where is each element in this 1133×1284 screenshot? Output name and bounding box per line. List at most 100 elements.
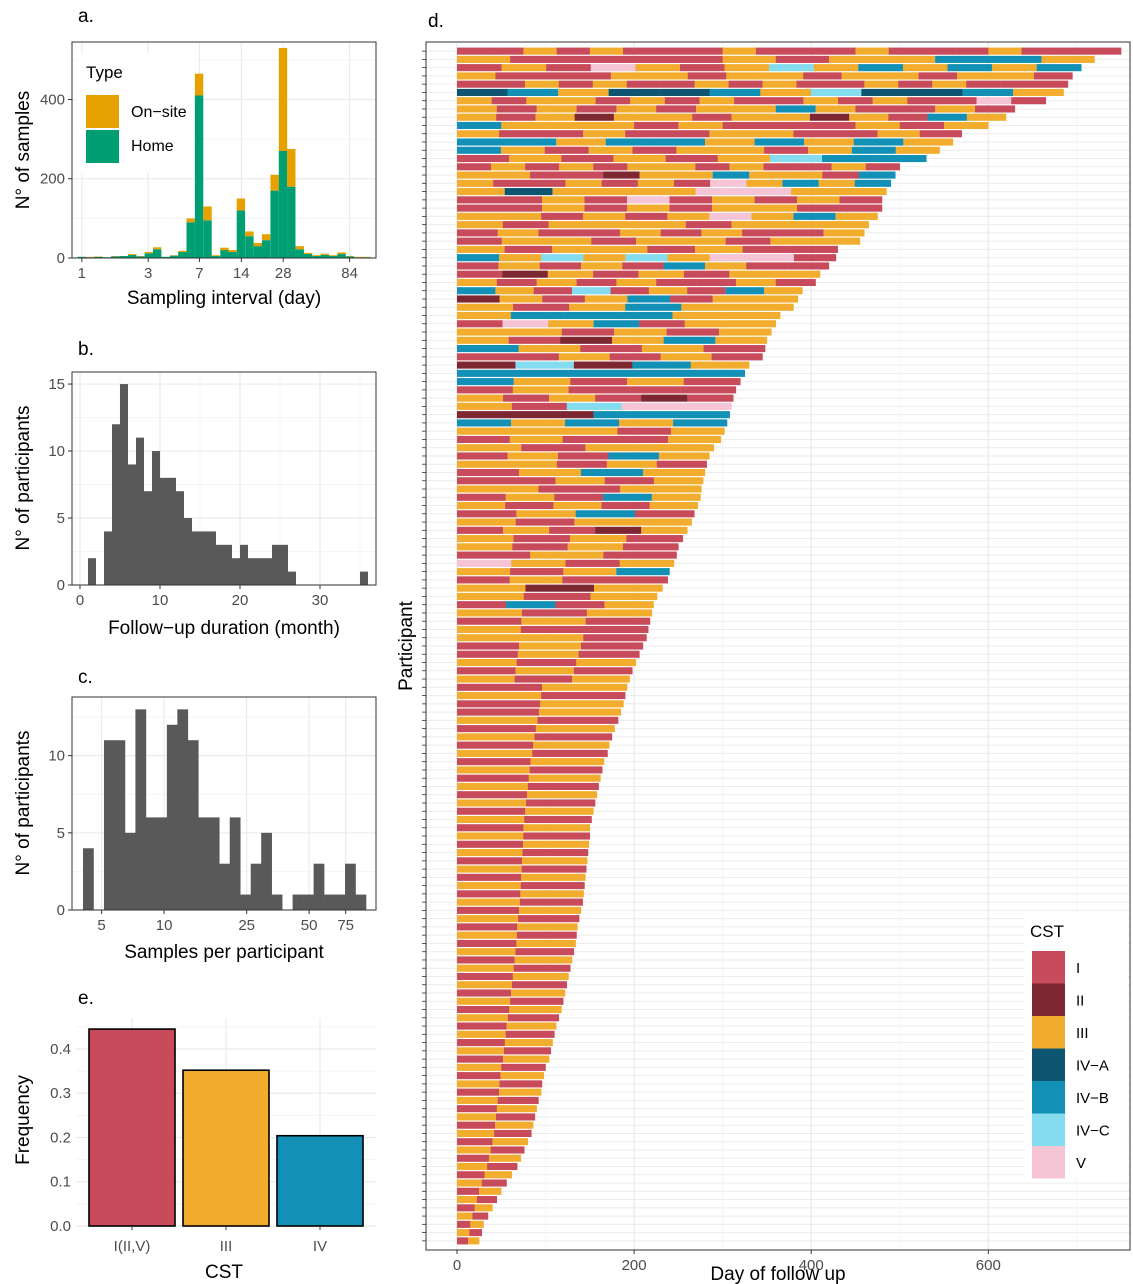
panel-d-segment [616,105,657,113]
panel-d-segment [456,386,513,394]
panel-d-segment [509,576,563,584]
panel-d-segment [456,857,523,865]
panel-d-segment [456,361,516,369]
panel-d-segment [502,270,548,278]
legend-swatch-cst [1032,1146,1065,1179]
panel-d-segment [518,345,581,353]
panel-d-segment [595,394,642,402]
panel-a-y-tick-label: 0 [57,250,65,267]
panel-a-bar-home [345,256,355,258]
panel-a-bar-on-site [152,247,162,250]
panel-d-segment [558,88,609,96]
panel-d-segment [975,105,1016,113]
panel-a-bar-on-site [295,246,304,250]
panel-d-segment [592,80,627,88]
panel-d-segment [751,130,794,138]
panel-d-segment [586,609,653,617]
panel-d-segment [501,1063,546,1071]
panel-c-bars [83,709,367,910]
panel-d-segment [456,543,513,551]
panel-d-segment [515,948,575,956]
panel-d-x-tick-label: 400 [799,1257,824,1274]
panel-a-x-tick-label: 84 [341,265,358,282]
panel-d-segment [516,931,577,939]
panel-d-segment [456,1204,475,1212]
panel-d-segment [558,353,610,361]
legend-swatch-cst [1032,1048,1065,1081]
legend-swatch-cst [1032,983,1065,1016]
panel-d-segment [456,981,513,989]
panel-d-segment [593,584,663,592]
panel-d-segment [456,923,518,931]
panel-a-bar-on-site [186,218,195,223]
panel-d-segment [456,873,522,881]
panel-d-segment [594,221,641,229]
panel-d-segment [456,576,510,584]
panel-d-segment [692,113,732,121]
panel-d-segment [585,617,651,625]
panel-d-segment [737,303,794,311]
panel-d-segment [742,245,791,253]
panel-d-segment [541,130,584,138]
panel-d-segment [647,245,696,253]
panel-d-segment [456,1196,478,1204]
panel-d-segment [580,642,644,650]
panel-d-segment [456,568,511,576]
panel-d-segment [468,1237,480,1245]
panel-d-segment [580,468,644,477]
panel-d-segment [838,188,887,196]
panel-d-segment [616,568,670,576]
panel-d-segment [823,221,869,229]
panel-d-segment [809,113,850,121]
panel-d-segment [669,196,713,204]
panel-d-segment [542,204,585,212]
panel-d-segment [583,130,626,138]
panel-d-segment [524,80,560,88]
panel-d-segment [676,171,713,179]
panel-a-y-tick-label: 400 [40,91,65,108]
panel-d-segment [731,221,778,229]
panel-d-segment [456,807,526,815]
panel-d-segment [754,138,805,146]
panel-d-segment [604,477,655,485]
panel-d-segment [499,212,542,220]
panel-c-bar [219,863,231,910]
panel-d-tag: d. [428,11,444,32]
panel-c-bar [177,709,189,910]
panel-d-segment [689,47,723,55]
panel-c-x-tick-label: 5 [97,917,105,934]
panel-d-segment [624,386,681,394]
legend-label-cst: V [1076,1155,1086,1172]
panel-c-bar [240,894,252,910]
panel-d-segment [456,1138,493,1146]
panel-d-segment [456,353,509,361]
panel-d-segment [651,493,701,501]
panel-d-segment [725,287,765,295]
panel-d-segment [565,419,620,427]
panel-d-segment [673,419,728,427]
panel-d-segment [456,989,512,997]
legend-swatch-on-site [86,95,119,128]
panel-d-segment [490,1146,525,1154]
panel-d-segment [742,229,784,237]
panel-d-segment [709,88,761,96]
panel-d-segment [530,551,604,559]
panel-d-segment [513,378,571,386]
panel-d-segment [511,559,566,567]
panel-d-segment [506,477,556,485]
panel-d-segment [882,55,936,63]
panel-d-segment [456,295,500,303]
panel-d-segment [627,163,662,171]
panel-d-segment [858,171,896,179]
panel-d-segment [729,163,764,171]
panel-d-segment [807,146,853,154]
panel-d-segment [725,237,771,245]
panel-e-x-tick-label: III [220,1238,233,1255]
panel-d-segment [565,179,602,187]
panel-d-segment [518,468,582,477]
panel-d-segment [665,154,718,163]
panel-d-segment [619,559,675,567]
panel-c-bar [345,863,356,910]
panel-c-bar [83,848,94,910]
panel-d-segment [504,1039,553,1047]
